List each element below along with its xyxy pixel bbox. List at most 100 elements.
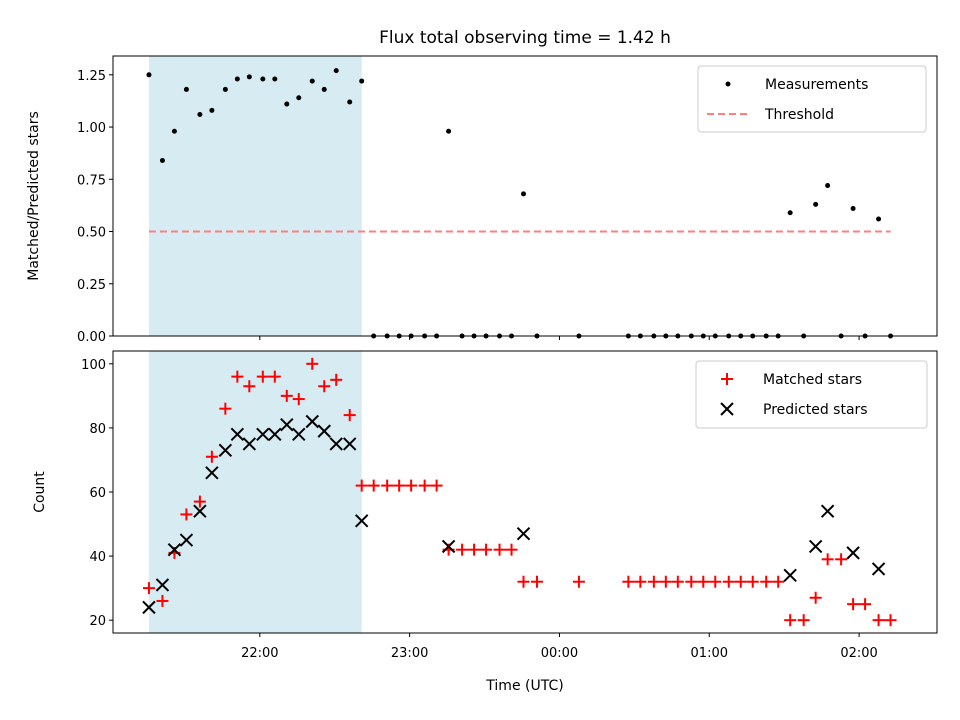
legend-predicted-marker	[720, 402, 734, 416]
predicted-stars-point	[268, 427, 282, 442]
matched-stars-point	[268, 370, 281, 383]
bot-y-tick-label: 60	[89, 486, 106, 501]
chart-title: Flux total observing time = 1.42 h	[379, 28, 671, 48]
bottom-observing-interval-shade	[148, 351, 362, 633]
measurement-point	[296, 95, 302, 101]
x-tick-label: 23:00	[391, 646, 428, 661]
matched-stars-point	[722, 575, 735, 588]
bot-y-tick-label: 80	[89, 422, 106, 437]
measurement-point	[171, 128, 177, 134]
matched-stars-point	[318, 380, 331, 393]
matched-stars-point	[493, 543, 506, 556]
matched-stars-point	[572, 575, 585, 588]
measurement-point	[284, 101, 290, 107]
matched-stars-point	[809, 591, 822, 604]
measurement-point	[359, 78, 365, 84]
legend-matched-label: Matched stars	[763, 372, 862, 388]
matched-stars-point	[505, 543, 518, 556]
x-tick-label: 02:00	[840, 646, 877, 661]
matched-stars-point	[393, 479, 406, 492]
predicted-stars-point	[329, 437, 343, 451]
matched-stars-point	[480, 543, 493, 556]
matched-stars-point	[306, 357, 319, 370]
matched-stars-point	[884, 614, 897, 627]
matched-stars-point	[772, 575, 785, 588]
matched-stars-point	[142, 582, 155, 595]
measurement-point	[787, 210, 793, 216]
bottom-x-ticks: 22:00 23:00 00:00 01:00 02:00	[241, 633, 878, 661]
matched-stars-point	[709, 575, 722, 588]
matched-stars-point	[872, 614, 885, 627]
measurement-point	[209, 107, 215, 113]
bottom-y-axis-label: Count	[32, 471, 48, 513]
top-y-tick-label: 0.50	[77, 226, 106, 241]
predicted-stars-point	[142, 600, 156, 615]
bottom-panel: 20 40 60 80 100 22:00 23:00 00:00 01:00 02:00 Co…	[32, 350, 938, 661]
top-panel: 0.00 0.25 0.50 0.75 1.00 1.25 Matched/Predict…	[26, 55, 938, 345]
bot-y-tick-label: 100	[81, 358, 106, 373]
predicted-stars-point	[256, 427, 270, 442]
matched-stars-point	[343, 409, 356, 422]
matched-stars-point	[355, 479, 368, 492]
predicted-stars-point	[193, 504, 207, 518]
matched-stars-point	[797, 614, 810, 627]
bot-y-tick-label: 20	[89, 614, 106, 629]
predicted-stars-point	[343, 437, 357, 451]
predicted-stars-point	[808, 539, 823, 554]
legend-measurements-marker	[725, 81, 731, 87]
matched-stars-point	[231, 370, 244, 383]
top-observing-interval-shade	[148, 56, 362, 336]
x-tick-label: 00:00	[541, 646, 578, 661]
measurement-point	[222, 86, 228, 92]
matched-stars-point	[821, 553, 834, 566]
top-y-axis-label: Matched/Predicted stars	[26, 111, 42, 281]
measurement-point	[521, 191, 527, 197]
matched-stars-point	[859, 598, 872, 611]
matched-stars-point	[156, 594, 169, 607]
matched-stars-point	[530, 575, 543, 588]
predicted-stars-point	[441, 539, 456, 554]
matched-stars-point	[659, 575, 672, 588]
top-axes-frame	[112, 55, 938, 337]
predicted-stars-point	[280, 417, 294, 432]
matched-stars-point	[847, 598, 860, 611]
predicted-stars-point	[218, 443, 233, 458]
matched-stars-point	[517, 575, 530, 588]
predicted-stars-point	[242, 437, 257, 451]
bottom-y-ticks: 20 40 60 80 100	[81, 358, 113, 629]
matched-stars-point	[381, 479, 394, 492]
matched-stars-point	[193, 495, 206, 508]
matched-stars-point	[418, 479, 431, 492]
measurement-point	[260, 76, 266, 82]
matched-stars-point	[180, 508, 193, 521]
matched-stars-point	[292, 393, 305, 406]
x-tick-label: 01:00	[691, 646, 728, 661]
measurement-point	[850, 206, 856, 212]
top-legend: Measurements Threshold	[697, 65, 927, 133]
bottom-legend-box	[695, 360, 928, 429]
predicted-stars-point	[516, 526, 531, 541]
measurement-point	[234, 76, 240, 82]
predicted-stars-point	[354, 514, 369, 528]
matched-stars-point	[622, 575, 635, 588]
predicted-stars-point	[820, 504, 835, 518]
matched-stars-point	[205, 450, 218, 463]
matched-stars-point	[367, 479, 380, 492]
top-legend-box	[697, 65, 927, 133]
top-y-ticks: 0.00 0.25 0.50 0.75 1.00 1.25	[77, 69, 113, 345]
measurement-point	[825, 183, 831, 189]
measurement-point	[309, 78, 315, 84]
measurement-point	[183, 86, 189, 92]
matched-stars-point	[746, 575, 759, 588]
matched-stars-point	[835, 553, 848, 566]
matched-stars-point	[647, 575, 660, 588]
measurement-point	[876, 216, 882, 222]
top-y-tick-label: 0.25	[77, 278, 106, 293]
matched-stars-point	[330, 373, 343, 386]
predicted-stars-point	[205, 466, 219, 480]
matched-stars-point	[760, 575, 773, 588]
top-y-tick-label: 1.25	[77, 69, 106, 84]
matched-stars-point	[784, 614, 797, 627]
measurement-point	[813, 201, 819, 207]
matched-stars-point	[697, 575, 710, 588]
